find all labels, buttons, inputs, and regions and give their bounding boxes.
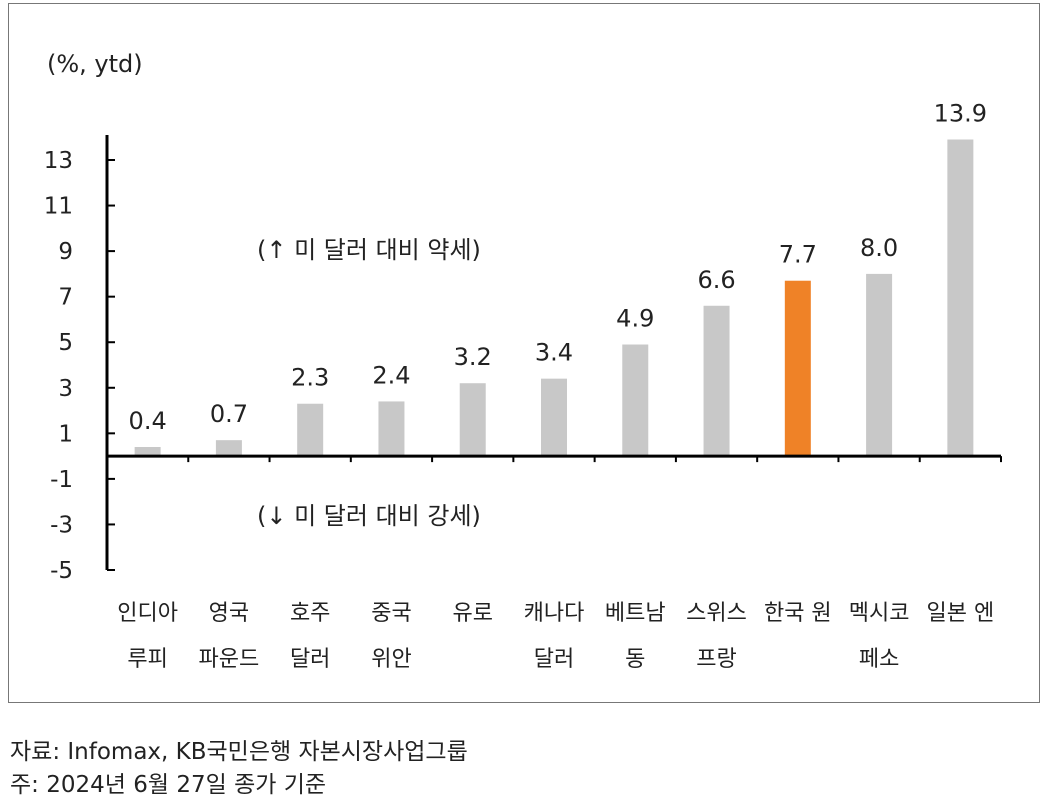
y-tick-label: -5 [50, 558, 73, 584]
y-tick-label: 9 [58, 239, 73, 265]
bar-9 [784, 280, 811, 457]
y-tick-label: -3 [50, 512, 73, 538]
x-tick-label: 위안 [371, 647, 411, 672]
data-label-9: 7.7 [779, 241, 817, 269]
bar-8 [703, 305, 730, 457]
data-label-2: 0.7 [210, 400, 248, 428]
x-tick-label: 인디아 [117, 601, 178, 626]
x-tick-label: 달러 [534, 647, 574, 672]
y-tick-label: 5 [58, 330, 73, 356]
x-tick-label: 프랑 [696, 647, 736, 672]
y-tick-label: -1 [50, 467, 73, 493]
x-tick-label: 한국 원 [764, 601, 832, 626]
data-label-8: 6.6 [697, 266, 735, 294]
bar-10 [866, 273, 893, 457]
y-ticks: 13 11 9 7 5 3 1 -1 -3 -5 [44, 148, 115, 584]
x-tick-label: 캐나다 [524, 601, 585, 626]
data-label-7: 4.9 [616, 305, 654, 333]
y-tick-label: 13 [44, 148, 73, 174]
data-label-5: 3.2 [454, 343, 492, 371]
y-tick-label: 1 [58, 421, 73, 447]
bar-4 [378, 401, 405, 457]
y-tick-label: 7 [58, 285, 73, 311]
x-tick-label: 유로 [452, 601, 492, 626]
y-tick-label: 11 [44, 194, 73, 220]
annotation-stronger: (↓ 미 달러 대비 강세) [257, 502, 481, 530]
date-note: 주: 2024년 6월 27일 종가 기준 [10, 772, 327, 798]
x-tick-label: 호주 [290, 601, 330, 626]
x-tick-label: 동 [625, 647, 645, 672]
bar-3 [297, 403, 324, 457]
x-tick-label: 베트남 [605, 601, 666, 626]
x-tick-label: 파운드 [199, 647, 260, 672]
source-note: 자료: Infomax, KB국민은행 자본시장사업그룹 [10, 739, 468, 765]
bar-2 [215, 440, 242, 457]
x-tick-label: 중국 [371, 601, 411, 626]
x-tick-label: 일본 엔 [927, 601, 995, 626]
bar-6 [541, 378, 567, 457]
unit-label: (%, ytd) [47, 50, 143, 78]
bar-5 [459, 383, 486, 457]
axes [105, 135, 1002, 570]
x-tick-label: 스위스 [686, 601, 747, 626]
data-label-6: 3.4 [535, 339, 573, 367]
data-label-11: 13.9 [934, 100, 987, 128]
chart-frame: (%, ytd) (↑ 미 달러 대비 약세) (↓ 미 달러 대비 강세) 0.… [8, 3, 1040, 703]
annotations: (↑ 미 달러 대비 약세) (↓ 미 달러 대비 강세) [257, 236, 481, 530]
data-label-10: 8.0 [860, 234, 898, 262]
x-tick-label: 페소 [859, 647, 899, 672]
bar-7 [622, 344, 649, 457]
x-tick-label: 달러 [290, 647, 330, 672]
x-tick-label: 루피 [127, 647, 167, 672]
x-tick-label: 멕시코 [849, 601, 910, 626]
bar-chart: (%, ytd) (↑ 미 달러 대비 약세) (↓ 미 달러 대비 강세) 0.… [44, 50, 1002, 672]
bar-11 [947, 139, 974, 457]
data-label-1: 0.4 [129, 407, 167, 435]
bars: 0.4 0.7 2.3 2.4 3.2 3.4 4.9 6.6 7.7 8.0 13.9 [129, 100, 987, 457]
data-label-4: 2.4 [372, 361, 410, 389]
x-tick-label: 영국 [209, 601, 249, 626]
bar-1 [134, 447, 161, 457]
y-tick-label: 3 [58, 376, 73, 402]
annotation-weaker: (↑ 미 달러 대비 약세) [257, 236, 481, 264]
data-label-3: 2.3 [291, 364, 329, 392]
